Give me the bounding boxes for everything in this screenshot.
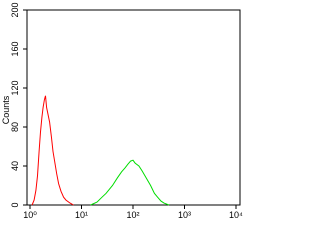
x-tick-label: 10¹ xyxy=(75,210,88,220)
series-line xyxy=(31,95,74,206)
x-tick-label: 10⁴ xyxy=(229,210,243,220)
x-tick-label: 10⁰ xyxy=(23,210,37,220)
y-tick-label: 0 xyxy=(10,202,20,207)
y-tick-label: 160 xyxy=(10,41,20,56)
plot-frame xyxy=(26,9,241,206)
y-tick-label: 200 xyxy=(10,2,20,17)
x-tick-label: 10² xyxy=(126,210,139,220)
y-tick-label: 40 xyxy=(10,161,20,171)
y-tick-label: 80 xyxy=(10,122,20,132)
series-line xyxy=(90,159,170,206)
y-tick-label: 120 xyxy=(10,80,20,95)
x-tick-label: 10³ xyxy=(178,210,191,220)
y-axis-label: Counts xyxy=(1,95,11,124)
chart: Counts 0 40 80 120 160 200 10⁰ 10¹ 10² 10³ 10⁴ xyxy=(1,2,243,220)
